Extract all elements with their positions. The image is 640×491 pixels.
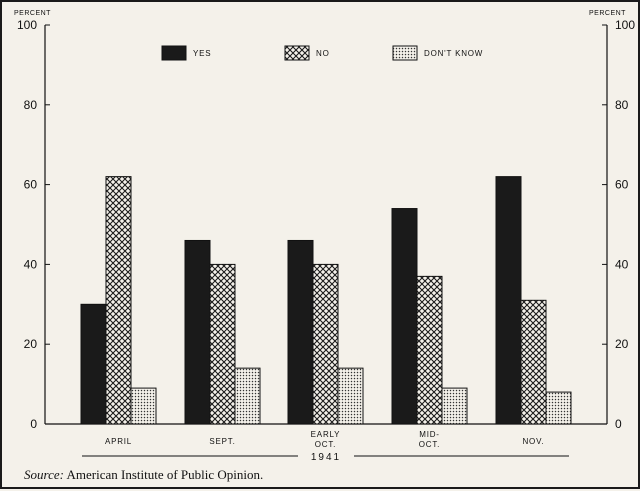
x-tick-label: OCT. (419, 440, 440, 449)
bar-yes-4 (495, 176, 522, 425)
y-tick-label-right: 20 (615, 337, 629, 351)
bar-yes-2 (287, 239, 314, 425)
legend-swatch-2 (392, 45, 418, 61)
source-label: Source: (24, 467, 64, 482)
bar-don-t-know-0 (130, 387, 157, 425)
bar-no-3 (416, 275, 443, 425)
y-tick-label-right: 0 (615, 417, 622, 431)
y-axis-title-right: PERCENT (589, 10, 626, 17)
y-tick-label-left: 60 (24, 178, 38, 192)
bar-don-t-know-2 (337, 367, 364, 425)
x-tick-label: APRIL (105, 437, 132, 446)
legend-label-1: NO (316, 49, 330, 58)
x-tick-label: EARLY (311, 430, 341, 439)
y-axis-title-left: PERCENT (14, 10, 51, 17)
source-text: American Institute of Public Opinion. (66, 467, 264, 482)
x-axis-title: 1941 (311, 452, 341, 463)
x-tick-label: NOV. (522, 437, 544, 446)
x-tick-label: MID- (419, 430, 440, 439)
x-tick-label: OCT. (315, 440, 336, 449)
y-tick-label-right: 80 (615, 98, 629, 112)
legend-label-0: YES (193, 49, 211, 58)
y-tick-label-left: 40 (24, 257, 38, 271)
bar-yes-3 (391, 208, 418, 425)
bar-no-4 (520, 299, 547, 425)
legend: YES NO DON'T KNOW (161, 45, 483, 61)
bar-yes-1 (184, 239, 211, 425)
y-tick-label-right: 100 (615, 18, 635, 32)
bar-yes-0 (80, 303, 107, 425)
y-tick-label-left: 100 (17, 18, 37, 32)
bar-don-t-know-3 (441, 387, 468, 425)
source-note: Source: American Institute of Public Opi… (24, 467, 263, 483)
bars-group (80, 176, 572, 425)
x-tick-label: SEPT. (209, 437, 235, 446)
legend-swatch-1 (284, 45, 310, 61)
y-tick-label-left: 0 (30, 417, 37, 431)
y-tick-label-left: 20 (24, 337, 38, 351)
bar-no-2 (312, 263, 339, 425)
legend-label-2: DON'T KNOW (424, 49, 483, 58)
bar-don-t-know-1 (234, 367, 261, 425)
y-tick-label-right: 60 (615, 178, 629, 192)
bar-no-1 (209, 263, 236, 425)
bar-don-t-know-4 (545, 391, 572, 425)
y-tick-label-right: 40 (615, 257, 629, 271)
legend-swatch-0 (161, 45, 187, 61)
bar-no-0 (105, 176, 132, 425)
y-tick-label-left: 80 (24, 98, 38, 112)
